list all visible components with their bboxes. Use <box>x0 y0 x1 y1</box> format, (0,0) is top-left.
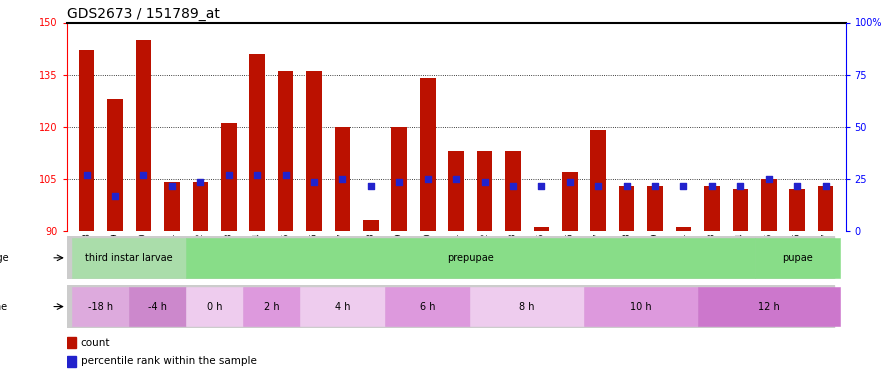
Bar <box>392 127 407 231</box>
Text: development stage: development stage <box>0 253 8 263</box>
Bar <box>186 238 755 278</box>
Text: prepupae: prepupae <box>447 253 494 263</box>
Bar <box>732 189 748 231</box>
Bar <box>619 186 635 231</box>
Bar <box>335 127 351 231</box>
Bar <box>818 186 833 231</box>
Bar <box>79 50 94 231</box>
Bar <box>698 287 840 326</box>
Bar <box>221 123 237 231</box>
Text: third instar larvae: third instar larvae <box>85 253 173 263</box>
Bar <box>704 186 720 231</box>
Text: 0 h: 0 h <box>206 302 222 312</box>
Text: GDS2673 / 151789_at: GDS2673 / 151789_at <box>67 8 220 21</box>
Point <box>762 176 776 181</box>
Bar <box>129 287 186 326</box>
Text: 10 h: 10 h <box>630 302 651 312</box>
Point <box>591 183 605 189</box>
Point <box>222 172 236 178</box>
Point <box>705 183 719 189</box>
Point <box>108 193 122 199</box>
Point <box>136 172 150 178</box>
Point <box>733 183 748 189</box>
Bar <box>647 186 663 231</box>
Point <box>193 179 207 185</box>
Bar <box>789 189 805 231</box>
Point <box>392 179 407 185</box>
Point <box>279 172 293 178</box>
Point <box>648 183 662 189</box>
Bar <box>420 78 435 231</box>
Point <box>676 183 691 189</box>
Bar <box>135 40 151 231</box>
Point <box>534 183 548 189</box>
Text: 8 h: 8 h <box>520 302 535 312</box>
Bar <box>385 287 470 326</box>
Point <box>364 183 378 189</box>
Bar <box>477 151 492 231</box>
Text: count: count <box>81 338 110 348</box>
Bar <box>278 71 294 231</box>
Bar <box>72 238 186 278</box>
Point <box>562 179 577 185</box>
Bar <box>676 227 692 231</box>
Bar <box>534 227 549 231</box>
Text: -18 h: -18 h <box>88 302 113 312</box>
Point <box>449 176 464 181</box>
Bar <box>363 220 378 231</box>
Bar <box>300 287 385 326</box>
Text: 4 h: 4 h <box>335 302 350 312</box>
Point <box>165 183 179 189</box>
Bar <box>108 99 123 231</box>
Point <box>619 183 634 189</box>
Text: pupae: pupae <box>781 253 813 263</box>
Bar <box>470 287 584 326</box>
Point <box>506 183 520 189</box>
Bar <box>67 356 77 366</box>
Bar <box>192 182 208 231</box>
Text: 2 h: 2 h <box>263 302 279 312</box>
Text: -4 h: -4 h <box>149 302 167 312</box>
Text: 12 h: 12 h <box>758 302 780 312</box>
Bar <box>306 71 322 231</box>
Bar <box>249 54 265 231</box>
Point <box>790 183 805 189</box>
Point <box>336 176 350 181</box>
Point <box>307 179 321 185</box>
Bar <box>761 178 777 231</box>
Bar <box>72 287 129 326</box>
Bar <box>164 182 180 231</box>
Text: 6 h: 6 h <box>420 302 435 312</box>
Text: percentile rank within the sample: percentile rank within the sample <box>81 356 256 366</box>
Bar <box>590 130 606 231</box>
Bar <box>67 337 77 348</box>
Point <box>250 172 264 178</box>
Bar <box>243 287 300 326</box>
Point <box>477 179 491 185</box>
Bar <box>186 287 243 326</box>
Bar <box>755 238 840 278</box>
Text: time: time <box>0 302 8 312</box>
Bar <box>562 172 578 231</box>
Point <box>421 176 435 181</box>
Point <box>819 183 833 189</box>
Bar <box>506 151 521 231</box>
Bar <box>584 287 698 326</box>
Point <box>79 172 93 178</box>
Bar <box>449 151 464 231</box>
